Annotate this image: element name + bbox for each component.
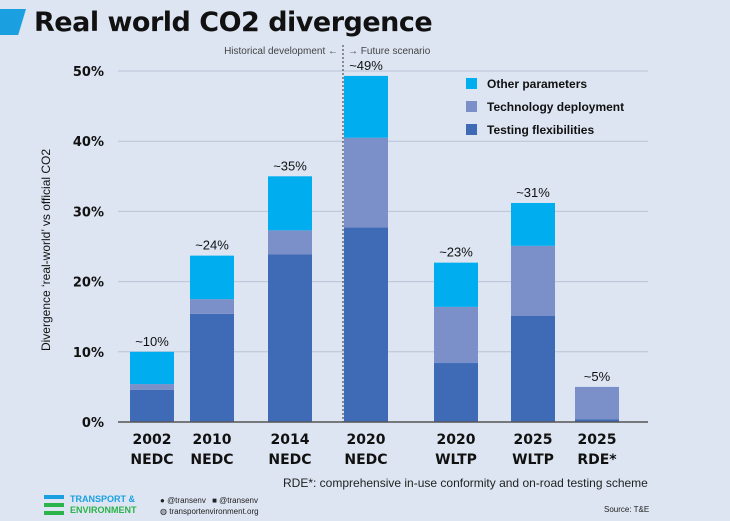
- bar-segment: [434, 262, 478, 307]
- logo-line2: ENVIRONMENT: [70, 505, 137, 515]
- x-tick-label: 2025: [578, 432, 617, 448]
- x-tick-label: WLTP: [435, 452, 477, 468]
- bar-segment: [575, 419, 619, 422]
- x-tick-label: NEDC: [268, 452, 311, 468]
- te-logo-icon: [44, 495, 64, 515]
- bar-segment: [511, 245, 555, 316]
- bar-segment: [268, 230, 312, 255]
- x-tick-label: NEDC: [190, 452, 233, 468]
- social-links: ● @transenv ■ @transenv ◍ transportenvir…: [160, 495, 259, 517]
- y-tick-label: 40%: [73, 135, 104, 150]
- bar-segment: [130, 389, 174, 422]
- bar-segment: [344, 75, 388, 138]
- x-tick-label: 2002: [133, 432, 172, 448]
- x-tick-label: NEDC: [344, 452, 387, 468]
- bar-segment: [190, 299, 234, 314]
- x-tick-label: 2020: [437, 432, 476, 448]
- total-label: ~23%: [439, 245, 473, 260]
- x-tick-label: 2010: [193, 432, 232, 448]
- future-label: → Future scenario: [348, 46, 431, 57]
- bar-segment: [575, 386, 619, 420]
- x-tick-label: NEDC: [130, 452, 173, 468]
- twitter-icon: ●: [160, 496, 168, 505]
- bar-segment: [344, 227, 388, 422]
- bar-segment: [511, 315, 555, 422]
- y-tick-label: 50%: [73, 65, 104, 80]
- x-tick-label: 2025: [514, 432, 553, 448]
- y-tick-label: 30%: [73, 205, 104, 220]
- logo-line1: TRANSPORT &: [70, 494, 135, 504]
- legend-swatch: [466, 101, 477, 112]
- bar-segment: [344, 137, 388, 228]
- facebook-handle[interactable]: @transenv: [219, 496, 258, 505]
- source: Source: T&E: [604, 505, 650, 514]
- total-label: ~31%: [516, 185, 550, 200]
- historical-label: Historical development ←: [224, 46, 338, 57]
- x-tick-label: 2020: [347, 432, 386, 448]
- x-tick-label: 2014: [271, 432, 310, 448]
- chart-title: Real world CO2 divergence: [34, 6, 433, 38]
- total-label: ~35%: [273, 158, 307, 173]
- bar-segment: [190, 313, 234, 422]
- chart-title-bar: Real world CO2 divergence: [0, 4, 433, 40]
- bar-segment: [130, 384, 174, 390]
- legend-label: Technology deployment: [487, 100, 624, 114]
- website-link[interactable]: transportenvironment.org: [169, 507, 259, 516]
- twitter-handle[interactable]: @transenv: [167, 496, 206, 505]
- y-tick-label: 10%: [73, 346, 104, 361]
- bar-segment: [268, 176, 312, 231]
- legend-swatch: [466, 124, 477, 135]
- x-tick-label: WLTP: [512, 452, 554, 468]
- y-axis-label: Divergence ‘real-world’ vs official CO2: [39, 149, 53, 351]
- total-label: ~5%: [584, 369, 611, 384]
- total-label: ~24%: [195, 238, 229, 253]
- bar-segment: [268, 254, 312, 422]
- globe-icon: ◍: [160, 507, 170, 516]
- bar-segment: [190, 255, 234, 300]
- total-label: ~10%: [135, 334, 169, 349]
- bar-segment: [130, 351, 174, 385]
- legend-label: Other parameters: [487, 77, 587, 91]
- bar-segment: [434, 306, 478, 364]
- bar-segment: [511, 202, 555, 246]
- legend-swatch: [466, 78, 477, 89]
- total-label: ~49%: [349, 58, 383, 73]
- y-tick-label: 20%: [73, 276, 104, 291]
- x-tick-label: RDE*: [577, 452, 617, 468]
- facebook-icon: ■: [212, 496, 220, 505]
- y-tick-label: 0%: [82, 416, 104, 431]
- bar-segment: [434, 363, 478, 422]
- legend-label: Testing flexibilities: [487, 123, 594, 137]
- footnote: RDE*: comprehensive in-use conformity an…: [283, 476, 648, 490]
- te-logo: TRANSPORT & ENVIRONMENT: [44, 494, 137, 516]
